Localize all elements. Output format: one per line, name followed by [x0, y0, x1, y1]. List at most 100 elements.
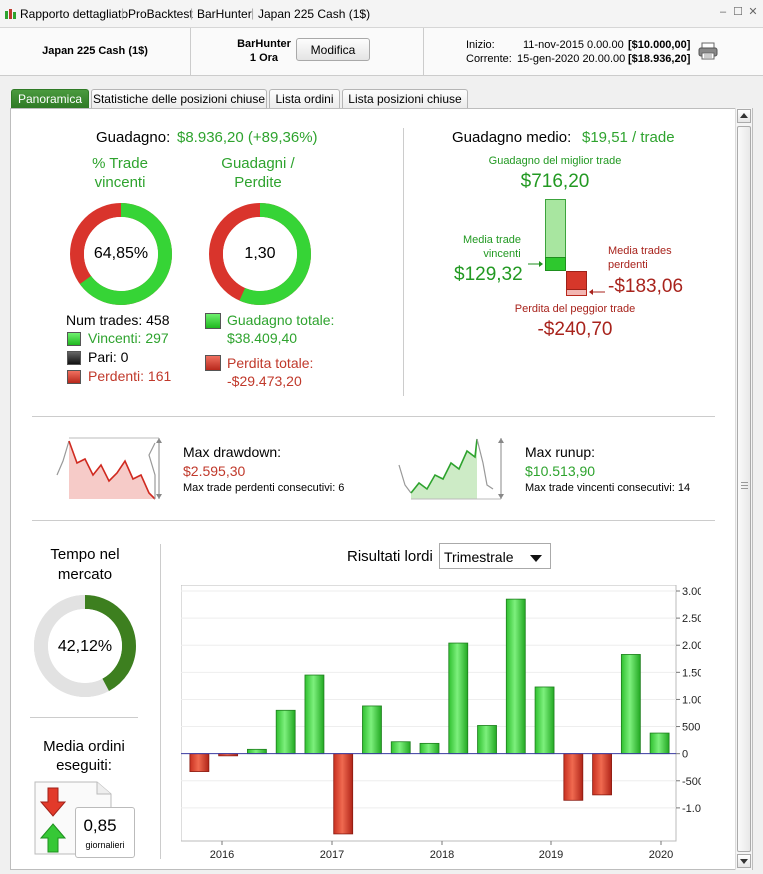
result-bar [189, 753, 210, 772]
tab-closed-stats[interactable]: Statistiche delle posizioni chiuse [91, 89, 267, 108]
result-bar [247, 748, 267, 755]
avg-win-arrow-icon [528, 256, 543, 267]
total-gain-label: Guadagno totale: [227, 312, 335, 328]
drawdown-value: $2.595,30 [183, 463, 246, 479]
gl-value: 1,30 [244, 245, 276, 262]
winners-swatch [67, 332, 81, 346]
x-tick-label: 2016 [210, 849, 234, 861]
scroll-up-icon[interactable] [737, 109, 751, 123]
section-divider-2 [32, 520, 715, 521]
scroll-thumb[interactable] [737, 126, 751, 852]
total-loss-swatch [205, 355, 221, 371]
scroll-down-icon[interactable] [737, 854, 751, 868]
avg-loss-value: -$183,06 [608, 276, 684, 297]
x-tick-label: 2017 [320, 849, 344, 861]
start-date: 11-nov-2015 0.00.00 [523, 39, 624, 51]
maximize-icon[interactable]: ☐ [733, 6, 743, 18]
win-pct-value: 64,85% [93, 245, 149, 262]
even-swatch [67, 351, 81, 365]
time-in-market-title-2: mercato [57, 566, 113, 583]
gain-value: $8.936,20 (+89,36%) [177, 129, 318, 146]
report-app-icon [4, 7, 18, 21]
avg-loss-arrow-icon [589, 284, 605, 295]
result-bar [649, 732, 670, 755]
x-tick-label: 2020 [649, 849, 673, 861]
title-bar: Rapporto dettagliato | ProBacktest | Bar… [0, 0, 763, 28]
result-bar [505, 598, 526, 755]
orders-value: 0,85 [83, 816, 117, 835]
worst-trade-value: -$240,70 [537, 319, 613, 340]
result-bar [390, 741, 411, 755]
tab-overview[interactable]: Panoramica [11, 89, 89, 108]
avg-loss-label-2: perdenti [608, 259, 648, 271]
result-bar [592, 753, 612, 796]
runup-sparkline [398, 438, 504, 500]
y-tick-label: 3.000 [682, 586, 701, 598]
orders-unit: giornalieri [85, 840, 125, 850]
drawdown-sparkline [56, 437, 162, 500]
vertical-scrollbar[interactable] [735, 108, 752, 870]
even-count: Pari: 0 [88, 349, 129, 365]
result-bar [419, 742, 440, 755]
crumb-strategy[interactable]: BarHunter [197, 7, 252, 21]
avg-win-label-1: Media trade [462, 234, 522, 246]
vertical-divider [403, 128, 404, 396]
winners-count: Vincenti: 297 [88, 330, 169, 346]
y-tick-label: 2.500 [682, 613, 701, 625]
num-trades: Num trades: 458 [66, 312, 170, 328]
crumb-report[interactable]: Rapporto dettagliato [20, 7, 129, 21]
tab-closed-positions[interactable]: Lista posizioni chiuse [342, 89, 468, 108]
result-bar [534, 686, 555, 755]
result-bar [304, 674, 325, 755]
start-capital: [$10.000,00] [628, 39, 691, 51]
x-tick-label: 2018 [430, 849, 454, 861]
crumb-probacktest[interactable]: ProBacktest [128, 7, 193, 21]
results-title: Risultati lordi [347, 548, 433, 565]
result-bar [362, 705, 382, 755]
chevron-down-icon[interactable] [530, 552, 542, 566]
report-header: Japan 225 Cash (1$) BarHunter 1 Ora Modi… [0, 28, 763, 76]
y-tick-label: 1.000 [682, 694, 701, 706]
runup-value: $10.513,90 [525, 463, 596, 479]
close-icon[interactable]: ✕ [748, 6, 758, 18]
gain-arc [209, 203, 311, 305]
avg-loss-label-1: Media trades [608, 245, 672, 257]
period-select[interactable]: Trimestrale [439, 543, 551, 569]
minimize-icon[interactable]: – [719, 6, 727, 18]
win-pct-title-1: % Trade [92, 155, 148, 172]
print-icon[interactable] [698, 42, 718, 60]
result-bar [275, 709, 296, 755]
y-tick-label: -500 [682, 776, 701, 788]
results-bar-chart: 3.000 2.500 2.000 1.500 1.000 500 0 -500 -1.000 2… [181, 585, 701, 861]
drawdown-label: Max drawdown: [183, 444, 282, 460]
max-consec-losers: Max trade perdenti consecutivi: 6 [183, 482, 345, 494]
max-consec-winners: Max trade vincenti consecutivi: 14 [525, 482, 691, 494]
y-tick-label: 2.000 [682, 640, 701, 652]
total-gain-swatch [205, 313, 221, 329]
losers-swatch [67, 370, 81, 384]
section-divider-1 [32, 416, 715, 417]
worst-trade-label: Perdita del peggior trade [514, 303, 636, 315]
orders-title-1: Media ordini [43, 738, 125, 755]
result-bar [477, 725, 497, 755]
result-bar [563, 753, 584, 801]
avg-win-label-2: vincenti [483, 248, 521, 260]
period-select-value: Trimestrale [444, 549, 514, 565]
instrument-name: Japan 225 Cash (1$) [42, 45, 148, 57]
time-in-market-donut [34, 595, 136, 697]
win-pct-title-2: vincenti [94, 174, 146, 191]
tab-orders[interactable]: Lista ordini [269, 89, 340, 108]
orders-title-2: eseguiti: [56, 757, 112, 774]
total-loss-label: Perdita totale: [227, 355, 314, 371]
losers-count: Perdenti: 161 [88, 368, 172, 384]
modify-button[interactable]: Modifica [296, 38, 370, 61]
gain-label: Guadagno: [96, 129, 171, 146]
win-arc [70, 203, 172, 305]
avg-win-value: $129,32 [454, 264, 523, 285]
start-label: Inizio: [466, 39, 495, 51]
current-date: 15-gen-2020 20.00.00 [517, 53, 626, 65]
total-gain-value: $38.409,40 [227, 330, 298, 346]
avg-loss-bar [566, 271, 587, 290]
crumb-instrument[interactable]: Japan 225 Cash (1$) [258, 7, 371, 21]
vertical-divider-2 [160, 544, 161, 859]
